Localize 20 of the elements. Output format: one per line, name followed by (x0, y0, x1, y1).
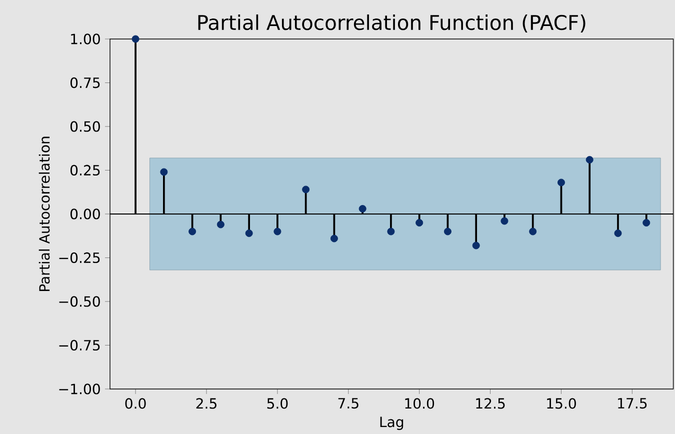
y-axis-title: Partial Autocorrelation (38, 136, 50, 291)
chart-title: Partial Autocorrelation Function (PACF) (198, 14, 586, 33)
y-tick-label: −0.75 (59, 340, 100, 351)
x-tick-label: 15.0 (547, 398, 576, 409)
y-tick-label: 0.75 (70, 77, 100, 88)
y-tick-label: 0.00 (70, 208, 100, 220)
x-tick-label: 12.5 (476, 398, 505, 409)
y-tick-label: −0.50 (59, 296, 100, 307)
x-tick-label: 0.0 (125, 398, 146, 409)
x-tick-label: 2.5 (196, 398, 216, 409)
y-tick-label: −1.00 (59, 384, 100, 394)
y-tick-label: 0.50 (70, 121, 100, 132)
y-tick-label: 0.25 (70, 164, 100, 176)
y-tick-label: 1.00 (71, 34, 100, 44)
x-tick-label: 5.0 (267, 398, 288, 409)
x-tick-label: 10.0 (405, 398, 434, 409)
x-tick-label: 17.5 (618, 398, 647, 409)
x-tick-label: 7.5 (338, 398, 358, 409)
y-tick-label: −0.25 (59, 252, 100, 264)
x-axis-title: Lag (380, 416, 404, 430)
